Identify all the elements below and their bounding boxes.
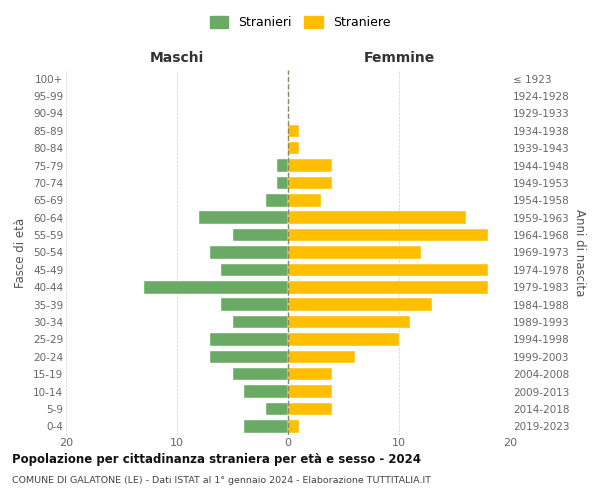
Bar [288,229,488,241]
Legend: Stranieri, Straniere: Stranieri, Straniere [205,11,395,34]
Bar [210,333,288,345]
Bar [210,246,288,259]
Bar [199,212,288,224]
Bar [288,176,332,189]
Bar [288,402,332,415]
Bar [288,316,410,328]
Y-axis label: Anni di nascita: Anni di nascita [573,209,586,296]
Bar [288,264,488,276]
Bar [210,350,288,363]
Bar [288,160,332,172]
Bar [233,368,288,380]
Bar [288,386,332,398]
Bar [233,316,288,328]
Bar [288,281,488,293]
Bar [288,298,432,311]
Bar [233,229,288,241]
Bar [221,264,288,276]
Text: Maschi: Maschi [150,51,204,65]
Bar [221,298,288,311]
Text: Femmine: Femmine [364,51,434,65]
Bar [288,368,332,380]
Y-axis label: Fasce di età: Fasce di età [14,218,28,288]
Bar [288,142,299,154]
Bar [277,160,288,172]
Bar [288,333,399,345]
Bar [244,420,288,432]
Bar [288,420,299,432]
Text: COMUNE DI GALATONE (LE) - Dati ISTAT al 1° gennaio 2024 - Elaborazione TUTTITALI: COMUNE DI GALATONE (LE) - Dati ISTAT al … [12,476,431,485]
Bar [288,194,322,206]
Bar [244,386,288,398]
Bar [288,246,421,259]
Bar [288,350,355,363]
Bar [266,402,288,415]
Bar [266,194,288,206]
Bar [277,176,288,189]
Text: Popolazione per cittadinanza straniera per età e sesso - 2024: Popolazione per cittadinanza straniera p… [12,452,421,466]
Bar [288,212,466,224]
Bar [144,281,288,293]
Bar [288,124,299,137]
